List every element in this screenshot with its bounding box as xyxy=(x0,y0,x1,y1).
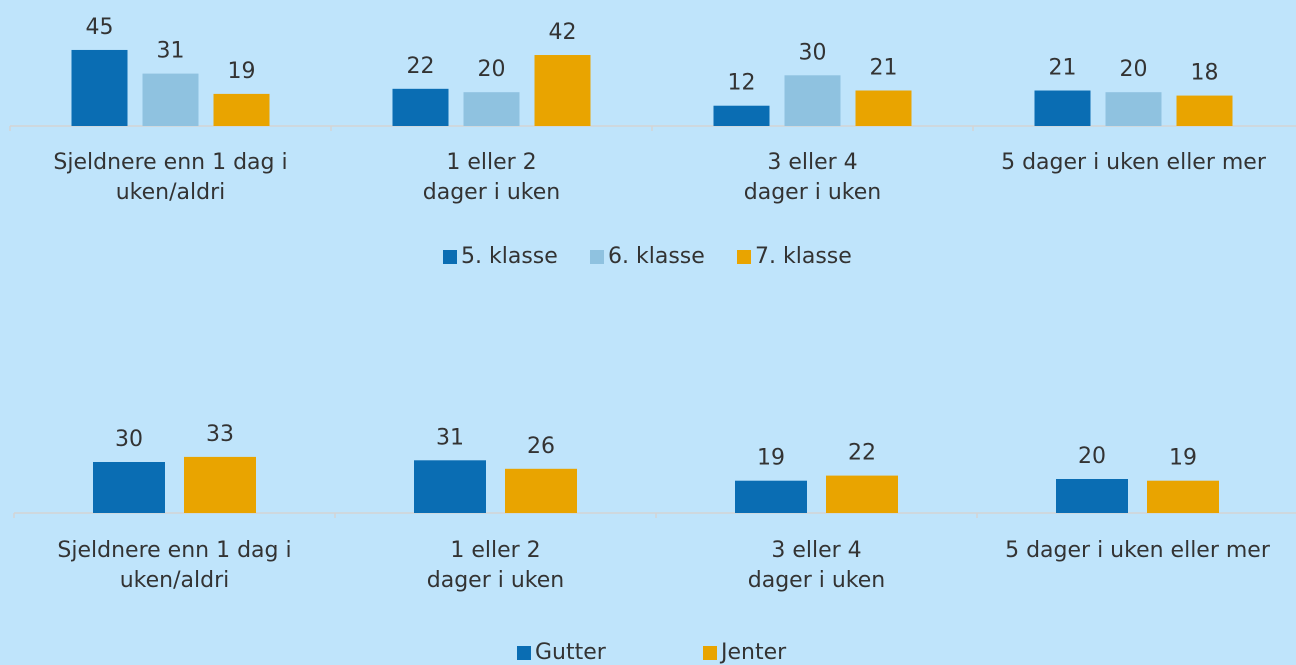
category-label: 5 dager i uken eller mer xyxy=(1005,538,1271,563)
bar xyxy=(463,92,520,126)
legend-swatch xyxy=(517,646,531,660)
bar xyxy=(392,88,449,126)
bar xyxy=(1034,90,1091,126)
bar xyxy=(142,73,199,126)
legend-label: Gutter xyxy=(535,640,607,665)
value-label: 22 xyxy=(407,54,435,79)
legend-label: 6. klasse xyxy=(608,244,705,269)
bar xyxy=(1176,95,1233,126)
value-label: 18 xyxy=(1191,61,1219,86)
category-label: 3 eller 4 xyxy=(771,538,861,563)
value-label: 21 xyxy=(1049,56,1077,81)
category-label: 5 dager i uken eller mer xyxy=(1001,150,1267,175)
category-label: dager i uken xyxy=(748,568,885,593)
bar xyxy=(213,93,270,126)
bar xyxy=(855,90,912,126)
legend-swatch xyxy=(703,646,717,660)
bar xyxy=(505,468,577,513)
category-label: Sjeldnere enn 1 dag i xyxy=(53,150,287,175)
category-label: 3 eller 4 xyxy=(767,150,857,175)
value-label: 19 xyxy=(757,446,785,471)
category-label: 1 eller 2 xyxy=(450,538,540,563)
bar xyxy=(71,49,128,127)
category-label: uken/aldri xyxy=(116,180,226,205)
category-label: dager i uken xyxy=(744,180,881,205)
bar xyxy=(713,105,770,126)
bar xyxy=(735,480,807,513)
bar xyxy=(784,75,841,126)
category-label: Sjeldnere enn 1 dag i xyxy=(57,538,291,563)
value-label: 20 xyxy=(1078,444,1106,469)
value-label: 42 xyxy=(549,20,577,45)
category-label: dager i uken xyxy=(423,180,560,205)
value-label: 12 xyxy=(728,71,756,96)
value-label: 21 xyxy=(870,56,898,81)
category-label: uken/aldri xyxy=(120,568,230,593)
legend-swatch xyxy=(737,250,751,264)
value-label: 19 xyxy=(228,59,256,84)
value-label: 30 xyxy=(799,40,827,65)
legend-swatch xyxy=(590,250,604,264)
bar xyxy=(534,55,591,126)
value-label: 20 xyxy=(478,57,506,82)
value-label: 45 xyxy=(86,15,114,40)
value-label: 19 xyxy=(1169,446,1197,471)
bar xyxy=(184,456,256,513)
legend-swatch xyxy=(443,250,457,264)
legend-label: 7. klasse xyxy=(755,244,852,269)
value-label: 20 xyxy=(1120,57,1148,82)
legend-label: Jenter xyxy=(719,640,787,665)
value-label: 26 xyxy=(527,434,555,459)
category-label: 1 eller 2 xyxy=(446,150,536,175)
value-label: 31 xyxy=(157,39,185,64)
legend-label: 5. klasse xyxy=(461,244,558,269)
bar xyxy=(1056,479,1128,513)
category-label: dager i uken xyxy=(427,568,564,593)
bar xyxy=(1105,92,1162,126)
bar xyxy=(826,475,898,513)
value-label: 33 xyxy=(206,422,234,447)
value-label: 22 xyxy=(848,441,876,466)
value-label: 30 xyxy=(115,427,143,452)
bar xyxy=(1147,480,1219,513)
bar xyxy=(93,462,165,513)
value-label: 31 xyxy=(436,425,464,450)
bar xyxy=(414,460,486,513)
